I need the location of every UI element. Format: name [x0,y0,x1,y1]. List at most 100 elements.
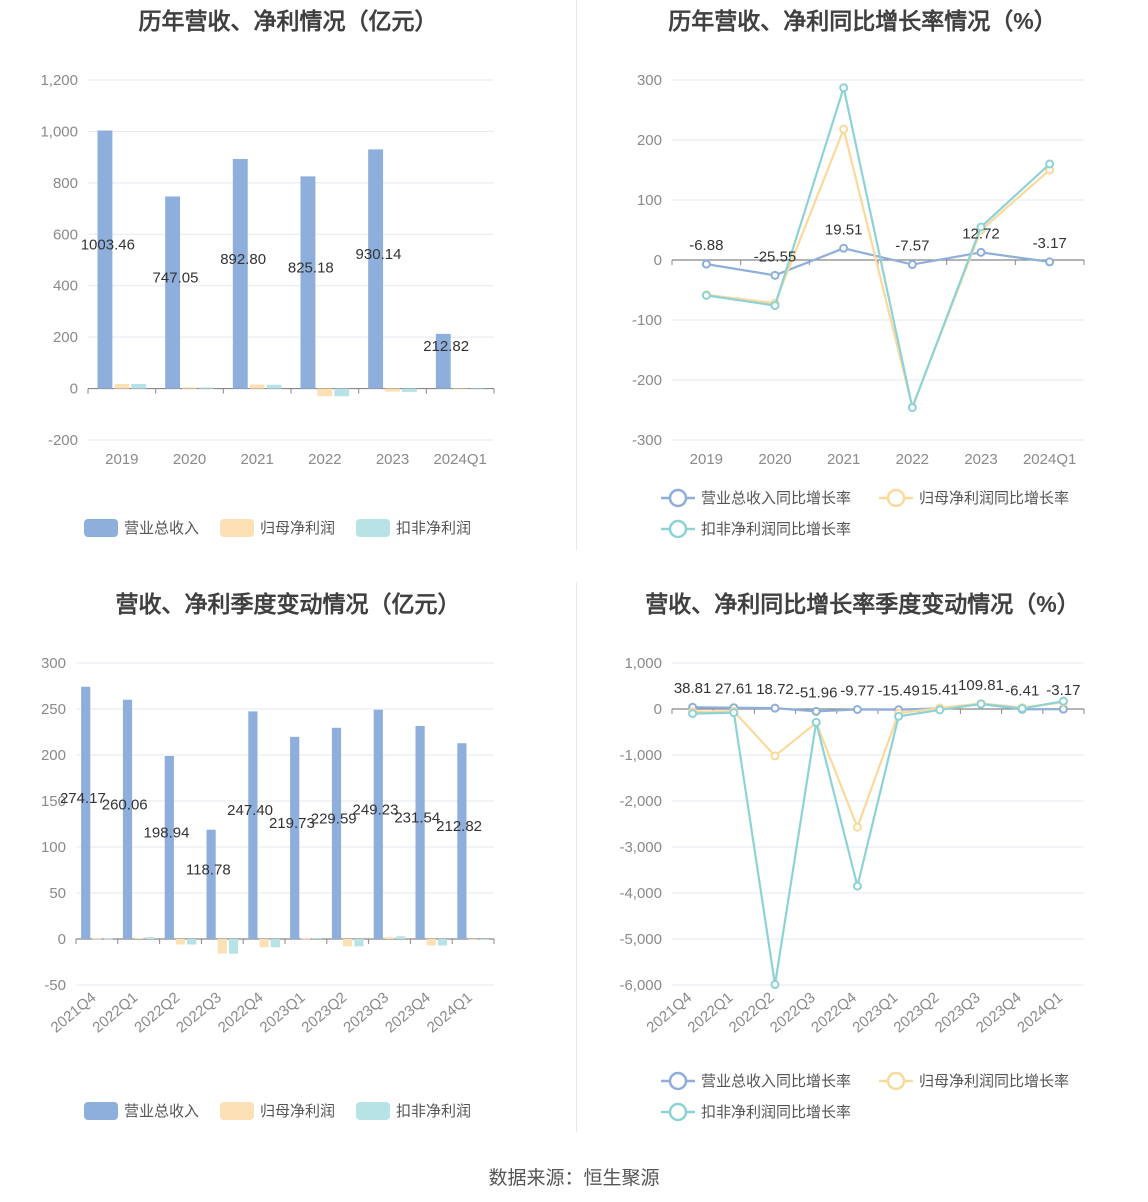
legend-label: 营业总收入 [124,520,199,537]
bar [334,388,350,397]
data-label: 825.18 [288,259,334,276]
y-tick-label: -100 [632,312,662,329]
x-tick-label: 2022Q1 [685,989,737,1036]
data-label: 930.14 [356,246,402,263]
bar [206,829,216,939]
series-line [692,700,1064,985]
legend-swatch-marker [886,488,906,508]
data-point [811,706,821,716]
y-tick-label: -5,000 [619,931,662,948]
data-point [701,290,711,300]
x-tick-label: 2023Q3 [932,989,984,1036]
data-point [839,243,849,253]
x-tick-label: 2020 [173,451,206,468]
bar [368,149,384,389]
annual-revenue-profit-chart: 历年营收、净利情况（亿元） -200 0 200 400 600 800 1,000 1,20… [0,0,576,560]
y-tick-label: 0 [654,701,662,718]
bar [354,939,364,947]
legend-swatch [356,1102,390,1120]
quarterly-revenue-profit-chart: 营收、净利季度变动情况（亿元） -50 0 50 100 150 200 250 300 202… [0,583,576,1153]
x-tick-label: 2019 [105,451,138,468]
legend-label: 营业总收入 [124,1103,199,1120]
data-label: 15.41 [921,681,959,698]
y-tick-label: 300 [637,72,662,89]
x-tick-label: 2023Q4 [382,989,434,1036]
legend-label: 归母净利润 [260,520,335,537]
y-tick-label: 800 [53,175,78,192]
data-label: 19.51 [825,221,863,238]
data-point [811,717,821,727]
data-label: 118.78 [186,861,231,878]
bar [165,196,181,389]
legend-swatch [220,1102,254,1120]
data-label: -7.57 [895,238,929,255]
y-tick-label: 1,000 [624,655,662,672]
data-label: 198.94 [144,824,190,841]
x-tick-label: 2022 [308,451,341,468]
y-tick-label: 0 [58,931,66,948]
data-source: 数据来源：恒生聚源 [488,1168,660,1189]
x-tick-label: 2022Q2 [131,989,183,1036]
bar [248,711,258,939]
x-tick-label: 2024Q1 [1014,989,1066,1036]
bar [468,939,478,940]
data-point [770,980,780,990]
quarterly-revenue-profit-svg: -500501001502002503002021Q42022Q12022Q22… [41,655,495,1120]
series-line [706,247,1050,277]
data-point [770,703,780,713]
data-label: -25.55 [754,248,797,265]
bar [479,939,489,940]
bar [134,938,144,939]
data-point [852,822,862,832]
legend-swatch [220,519,254,537]
annual-revenue-profit-svg: -200 0 200 400 600 800 1,000 1,200 2019 2020 2021 2… [40,72,495,537]
bar [187,939,197,945]
bar [435,333,451,389]
chart-title: 营收、净利季度变动情况（亿元） [115,591,461,617]
y-tick-label: 100 [637,192,662,209]
data-label: -51.96 [795,684,838,701]
data-point [1045,257,1055,267]
bar [103,938,113,940]
annual-growth-rate-chart: 历年营收、净利同比增长率情况（%） -300 -200 -100 0 100 200 300… [577,0,1148,560]
quarterly-growth-rate-svg: -6,000 -5,000 -4,000 -3,000 -2,000 -1,000 0 1,0… [619,655,1085,1122]
y-tick-label: 600 [53,226,78,243]
legend-label: 扣非净利润同比增长率 [701,1104,851,1121]
data-point [907,403,917,413]
bar [401,388,417,392]
vertical-divider [576,582,577,1132]
x-tick-label: 2022 [896,451,929,468]
bar [437,939,448,946]
data-label: 27.61 [715,681,753,698]
data-point [770,751,780,761]
bar [131,383,147,389]
y-tick-label: -4,000 [619,885,662,902]
y-tick-label: 200 [637,132,662,149]
data-label: 219.73 [269,815,315,832]
bar [415,725,425,939]
y-tick-label: 150 [41,793,66,810]
data-point [839,83,849,93]
series-line [706,125,1051,411]
data-label: -15.49 [877,683,920,700]
y-tick-label: -6,000 [619,977,662,994]
bar [457,743,467,939]
legend-swatch-marker [668,1071,688,1091]
x-tick-label: 2024Q1 [433,451,486,468]
data-label: -3.17 [1046,682,1080,699]
data-point [976,699,986,709]
vertical-divider [576,0,577,550]
legend-swatch [356,519,390,537]
x-tick-label: 2024Q1 [1023,451,1076,468]
bar [81,686,91,939]
legend-label: 营业总收入同比增长率 [701,490,851,507]
y-tick-label: -200 [632,372,662,389]
data-label: 212.82 [423,338,469,355]
data-point [1017,704,1027,714]
bar [217,939,227,954]
bar [301,938,311,940]
data-point [852,881,862,891]
bar [97,130,113,389]
bar [270,939,280,948]
bar [92,938,102,940]
